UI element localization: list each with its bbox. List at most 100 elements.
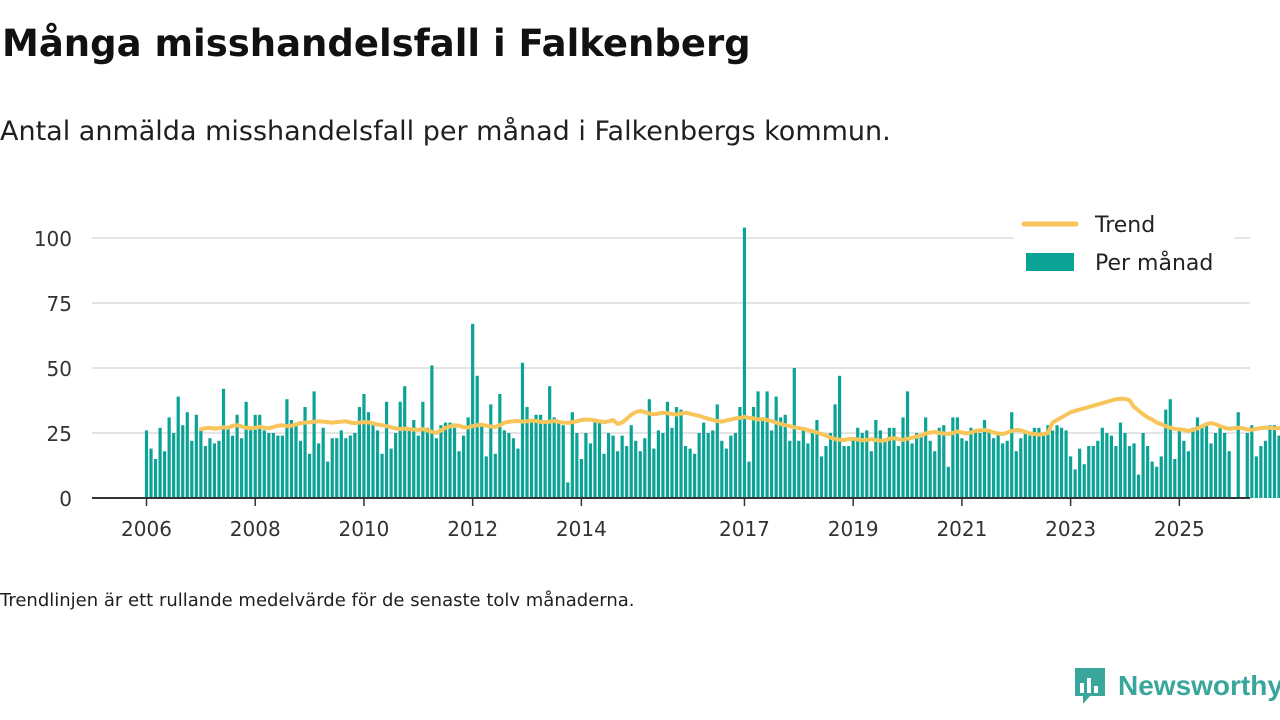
bar: [443, 422, 448, 498]
bar: [552, 417, 556, 498]
bar: [262, 430, 266, 498]
bar: [407, 430, 411, 498]
bar: [543, 422, 547, 498]
x-tick-label: 2017: [719, 517, 770, 541]
footnote: Trendlinjen är ett rullande medelvärde f…: [0, 590, 635, 611]
bar: [611, 435, 615, 498]
x-tick-label: 2006: [121, 517, 172, 541]
bar: [1213, 433, 1218, 498]
bar: [203, 446, 207, 498]
bar: [1082, 464, 1086, 498]
bar: [1250, 425, 1254, 498]
bar: [1091, 446, 1095, 498]
bar: [656, 430, 660, 498]
bar: [434, 438, 439, 498]
bar: [1191, 427, 1195, 498]
bar: [511, 438, 516, 498]
bar: [258, 414, 262, 498]
bar: [683, 446, 688, 498]
bar: [593, 422, 597, 498]
bar: [625, 446, 629, 498]
y-tick-label: 0: [59, 487, 72, 511]
bar: [244, 401, 248, 498]
bar: [905, 391, 910, 498]
bar: [375, 430, 380, 498]
bar: [212, 443, 217, 498]
legend-bar-label: Per månad: [1095, 250, 1213, 276]
bar: [797, 440, 801, 498]
bar: [697, 433, 701, 498]
bar: [878, 430, 882, 498]
bar: [901, 417, 905, 498]
bar: [837, 375, 842, 498]
bar: [1041, 435, 1046, 498]
bar: [194, 414, 198, 498]
bar: [448, 422, 452, 498]
bar: [1204, 425, 1209, 498]
chart-subtitle: Antal anmälda misshandelsfall per månad …: [0, 116, 891, 147]
bar: [403, 386, 407, 498]
bar: [783, 414, 787, 498]
legend-trend-label: Trend: [1094, 213, 1155, 238]
trend-line: [198, 396, 1280, 443]
bar: [602, 453, 606, 498]
bar: [226, 427, 230, 498]
bar: [348, 435, 352, 498]
legend: Trend Per månad: [1014, 206, 1234, 282]
bar: [276, 435, 280, 498]
bar: [280, 435, 284, 498]
bar: [1127, 446, 1132, 498]
bar: [887, 427, 892, 498]
bar: [507, 433, 511, 498]
bar: [534, 414, 538, 498]
bar: [833, 404, 837, 498]
bar: [733, 433, 737, 498]
bar: [1146, 446, 1150, 498]
axes: 0 25 50 75 100 2006 2008 2010 2012 2014 2017 2019 20…: [34, 227, 1250, 541]
bar: [1037, 427, 1041, 498]
bar: [1100, 427, 1104, 498]
bar: [1218, 427, 1222, 498]
bar: [1223, 433, 1227, 498]
bar: [575, 433, 579, 498]
bar: [770, 430, 774, 498]
bar: [1064, 430, 1068, 498]
bar: [933, 451, 937, 498]
bar: [1155, 466, 1159, 498]
bar: [987, 430, 991, 498]
bar: [1005, 440, 1009, 498]
bar: [679, 409, 683, 498]
bar: [1132, 443, 1136, 498]
bar: [924, 417, 928, 498]
bar: [1227, 451, 1231, 498]
bar: [951, 417, 955, 498]
bar: [1200, 425, 1204, 498]
bar: [1078, 448, 1082, 498]
bar: [457, 451, 461, 498]
bar: [1259, 446, 1263, 498]
bar: [425, 427, 429, 498]
bar: [529, 422, 534, 498]
y-tick-label: 25: [47, 422, 72, 446]
bar: [765, 391, 769, 498]
y-tick-label: 100: [34, 227, 72, 251]
brand-logo[interactable]: Newsworthy: [1072, 666, 1280, 706]
bar: [1277, 435, 1280, 498]
bar: [606, 433, 611, 498]
bar: [1195, 417, 1200, 498]
bar: [1001, 443, 1005, 498]
bar: [928, 440, 932, 498]
bar: [579, 459, 583, 498]
bar: [1028, 435, 1032, 498]
bar: [1186, 451, 1190, 498]
bar: [539, 414, 543, 498]
chart-title: Många misshandelsfall i Falkenberg: [2, 22, 751, 65]
bar: [557, 420, 561, 498]
bar: [670, 427, 674, 498]
bar: [978, 433, 982, 498]
bar: [674, 407, 679, 498]
bar: [806, 443, 810, 498]
bar: [1032, 427, 1036, 498]
bar: [357, 407, 362, 498]
